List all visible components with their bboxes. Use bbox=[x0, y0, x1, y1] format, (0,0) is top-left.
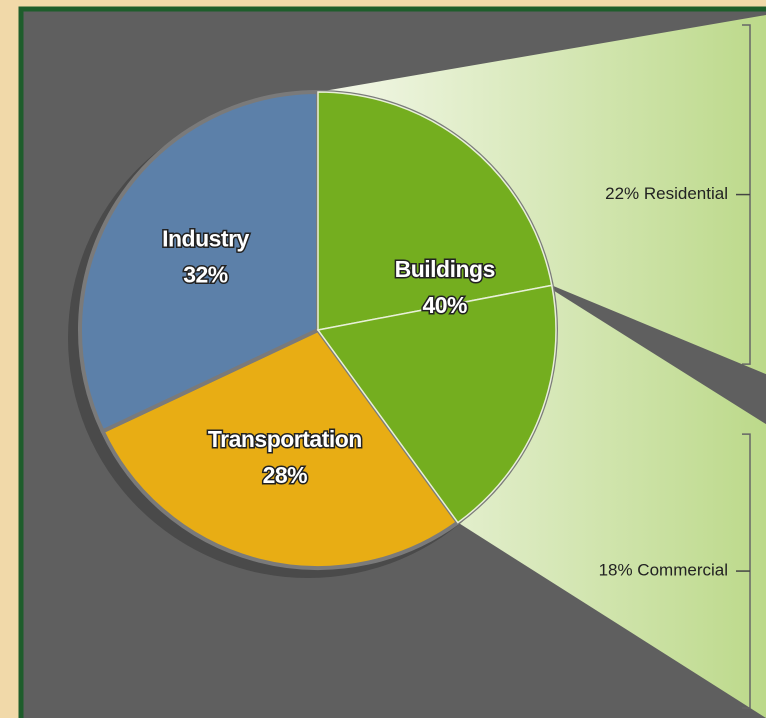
pie-slice bbox=[78, 90, 320, 434]
breakdown-label: 18% Commercial bbox=[599, 561, 728, 580]
slice-label: Buildings bbox=[395, 256, 495, 282]
slice-label: Transportation bbox=[208, 426, 362, 452]
slice-value-label: 40% bbox=[422, 292, 467, 318]
zoom-divider bbox=[551, 285, 766, 425]
breakdown-slice bbox=[316, 284, 557, 524]
slice-label: Industry bbox=[162, 226, 249, 252]
breakdown-label: 22% Residential bbox=[605, 184, 728, 203]
slice-value-label: 28% bbox=[263, 462, 308, 488]
pie-slice bbox=[100, 328, 460, 570]
slice-value-label: 32% bbox=[183, 262, 228, 288]
breakdown-slice bbox=[317, 91, 553, 331]
